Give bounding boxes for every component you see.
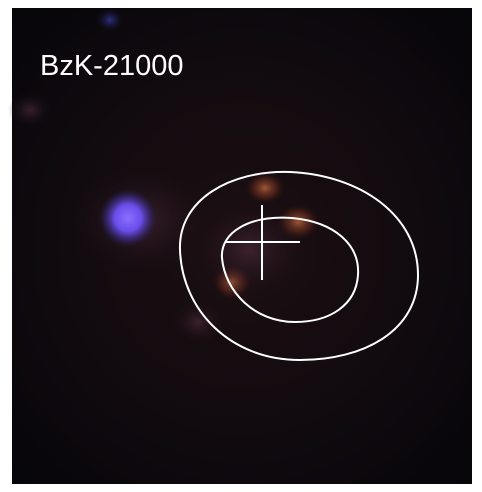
page: {"label": "BzK-21000"} bbox=[0, 0, 482, 492]
image-panel: BzK-21000 bbox=[0, 0, 482, 492]
blue-source bbox=[98, 188, 158, 248]
faint-source bbox=[8, 92, 52, 128]
object-label: BzK-21000 bbox=[40, 50, 184, 82]
faint-source bbox=[96, 8, 124, 32]
halo bbox=[190, 200, 310, 300]
red-source bbox=[245, 172, 285, 204]
